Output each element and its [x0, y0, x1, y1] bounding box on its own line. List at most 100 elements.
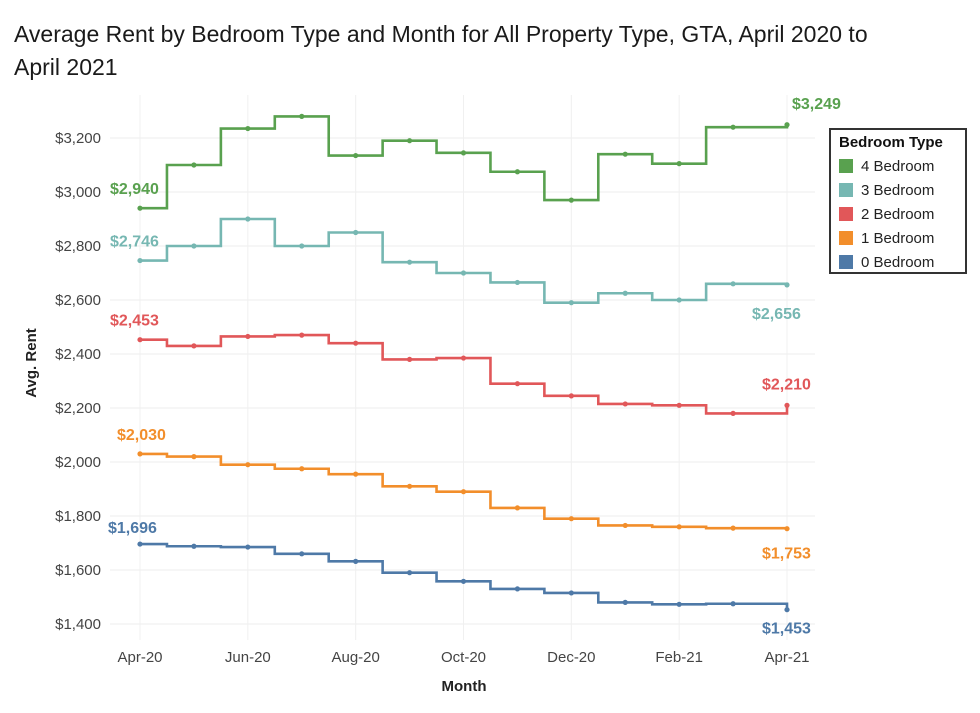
y-axis-title: Avg. Rent — [23, 328, 40, 397]
y-tick-label: $1,600 — [55, 562, 101, 579]
legend-swatch — [839, 207, 853, 221]
data-point — [353, 558, 359, 564]
data-point — [514, 169, 521, 175]
data-point — [568, 516, 574, 522]
data-point — [568, 300, 574, 306]
data-point — [460, 355, 467, 361]
legend: Bedroom Type 4 Bedroom 3 Bedroom 2 Bedroom… — [829, 128, 967, 274]
data-point — [568, 393, 574, 399]
grid-lines — [110, 95, 815, 640]
data-point — [568, 197, 574, 203]
data-point — [676, 297, 682, 303]
y-tick-label: $2,600 — [55, 292, 101, 309]
data-point — [460, 150, 467, 156]
data-point — [568, 590, 574, 596]
data-point — [460, 489, 467, 495]
data-label-end: $2,210 — [762, 376, 811, 393]
data-point — [137, 257, 143, 264]
x-tick-label: Feb-21 — [655, 649, 703, 666]
x-tick-label: Dec-20 — [547, 649, 595, 666]
data-point — [784, 607, 790, 613]
data-point — [353, 229, 359, 236]
data-point — [622, 522, 628, 529]
data-point — [406, 138, 413, 144]
data-labels: $2,940 $3,249 $2,746 $2,656 $2,453 $2,210 $2,0… — [108, 96, 841, 638]
data-point — [622, 151, 628, 157]
data-label-start: $2,940 — [110, 181, 159, 198]
data-point — [784, 282, 790, 288]
data-point — [245, 216, 251, 222]
data-point — [730, 281, 736, 287]
data-point — [406, 356, 413, 362]
data-point — [191, 454, 197, 460]
legend-swatch — [839, 255, 853, 269]
y-tick-label: $3,000 — [55, 184, 101, 201]
x-tick-label: Apr-21 — [764, 649, 809, 666]
data-label-start: $2,453 — [110, 313, 159, 330]
x-tick-label: Oct-20 — [441, 649, 486, 666]
y-tick-label: $1,800 — [55, 508, 101, 525]
y-tick-label: $3,200 — [55, 130, 101, 147]
legend-swatch — [839, 183, 853, 197]
y-axis-ticks: $1,400 $1,600 $1,800 $2,000 $2,200 $2,400 $2,6… — [55, 130, 101, 633]
data-point — [299, 551, 305, 557]
data-point — [784, 526, 790, 532]
x-axis-title: Month — [442, 678, 487, 695]
data-point — [784, 122, 790, 128]
legend-swatch — [839, 231, 853, 245]
series-line-1-bedroom — [140, 452, 789, 530]
data-point — [514, 505, 521, 511]
data-point — [730, 410, 736, 416]
data-point — [622, 290, 628, 296]
data-point — [191, 243, 197, 249]
legend-label: 4 Bedroom — [861, 157, 935, 175]
y-tick-label: $2,800 — [55, 238, 101, 255]
data-point — [245, 462, 251, 468]
legend-item: 2 Bedroom — [839, 202, 957, 226]
legend-label: 3 Bedroom — [861, 181, 935, 199]
data-point — [191, 343, 197, 349]
data-point — [137, 205, 143, 211]
data-point — [353, 340, 359, 346]
data-point — [245, 544, 251, 550]
chart-title: Average Rent by Bedroom Type and Month f… — [14, 21, 868, 80]
y-tick-label: $2,400 — [55, 346, 101, 363]
data-point — [406, 570, 413, 576]
legend-title: Bedroom Type — [839, 134, 943, 151]
data-label-end: $1,453 — [762, 621, 811, 638]
data-label-start: $2,746 — [110, 234, 159, 251]
data-point — [406, 483, 413, 489]
legend-label: 0 Bedroom — [861, 253, 935, 271]
data-label-start: $1,696 — [108, 520, 157, 537]
legend-items: 4 Bedroom 3 Bedroom 2 Bedroom 1 Bedroom 0 Be… — [839, 154, 957, 274]
data-point — [299, 243, 305, 249]
series-line-3-bedroom — [140, 217, 789, 304]
data-point — [353, 471, 359, 477]
data-point — [514, 586, 521, 592]
legend-label: 2 Bedroom — [861, 205, 935, 223]
legend-item: 0 Bedroom — [839, 250, 957, 274]
data-point — [622, 401, 628, 407]
data-point — [137, 451, 143, 457]
legend-item: 3 Bedroom — [839, 178, 957, 202]
data-point — [299, 113, 305, 119]
data-point — [137, 337, 143, 343]
data-label-end: $1,753 — [762, 546, 811, 563]
data-point — [460, 578, 467, 584]
legend-swatch — [839, 159, 853, 173]
y-tick-label: $1,400 — [55, 616, 101, 633]
data-point — [245, 125, 251, 132]
data-point — [622, 599, 628, 606]
x-tick-label: Apr-20 — [117, 649, 162, 666]
data-point — [137, 541, 143, 547]
legend-item: 1 Bedroom — [839, 226, 957, 250]
data-point — [460, 270, 467, 276]
x-tick-label: Jun-20 — [225, 649, 271, 666]
data-label-start: $2,030 — [117, 427, 166, 444]
data-point — [353, 152, 359, 159]
data-point — [730, 124, 736, 130]
data-point — [191, 162, 197, 168]
data-label-end: $2,656 — [752, 306, 801, 323]
legend-label: 1 Bedroom — [861, 229, 935, 247]
series-line-4-bedroom — [140, 115, 789, 210]
